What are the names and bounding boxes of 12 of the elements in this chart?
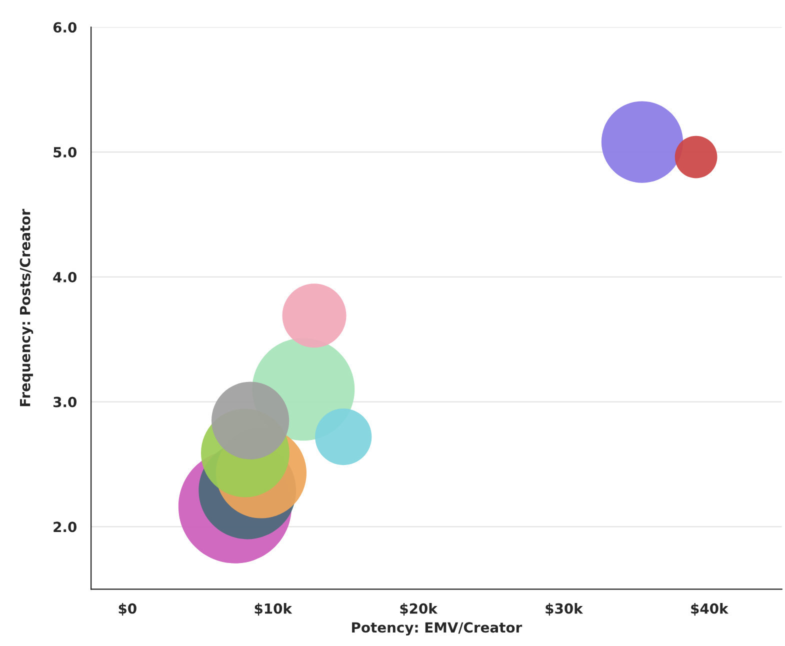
x-tick-label: $10k	[254, 603, 292, 616]
x-axis-title: Potency: EMV/Creator	[352, 622, 522, 636]
y-tick-label: 6.0	[53, 22, 77, 33]
y-axis-title: Frequency: Posts/Creator	[20, 208, 34, 406]
y-tick-label: 4.0	[53, 272, 77, 282]
y-tick-label: 2.0	[54, 522, 77, 532]
x-tick-label: $20k	[400, 603, 438, 616]
x-tick-label: $30k	[546, 603, 584, 616]
x-tick-label: $0	[118, 603, 136, 616]
x-tick-label: $40k	[691, 603, 729, 616]
y-tick-label: 3.0	[53, 396, 77, 408]
y-tick-label: 5.0	[54, 146, 77, 158]
